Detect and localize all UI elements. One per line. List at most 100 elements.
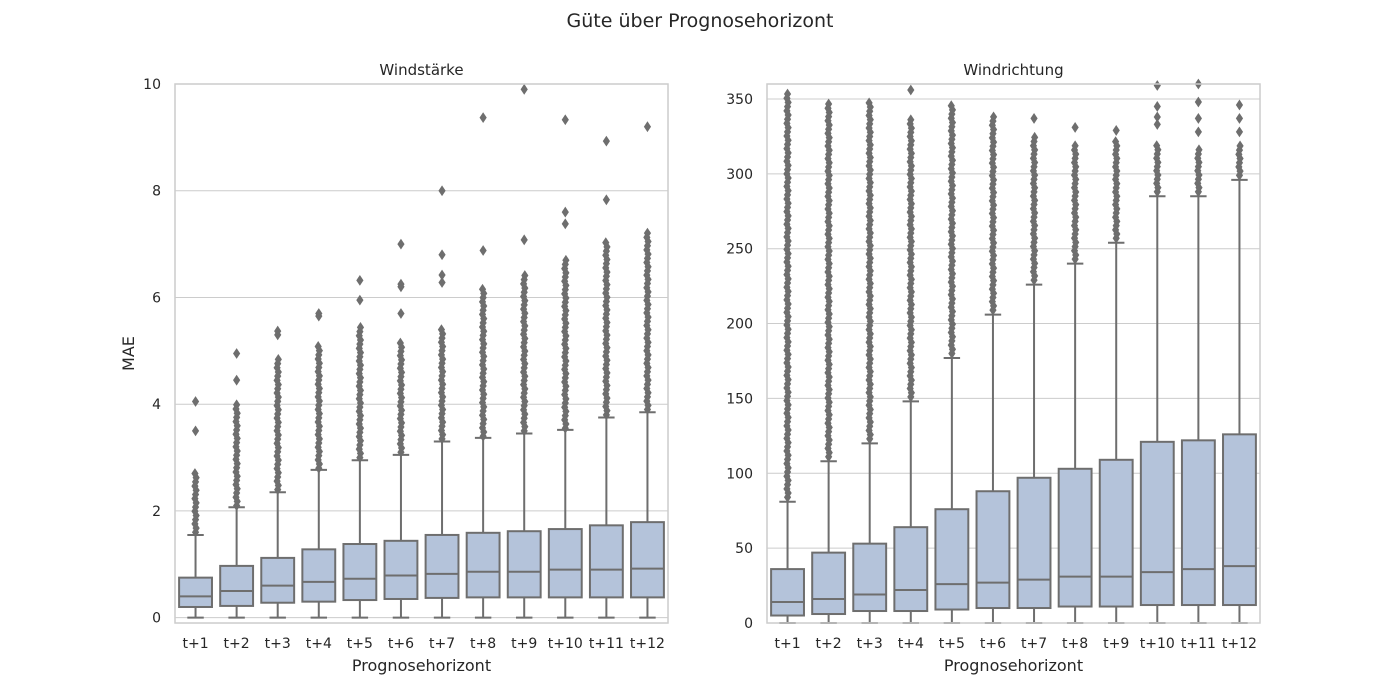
panel1-outlier-point xyxy=(644,273,652,285)
panel1-title: Windstärke xyxy=(379,61,463,79)
panel2-outlier-point xyxy=(989,224,998,236)
panel2-x-tick-label: t+4 xyxy=(898,636,924,652)
panel1-box xyxy=(424,533,460,599)
panel2-outlier-point xyxy=(866,278,874,289)
panel2-outlier-point xyxy=(1030,113,1038,124)
panel1-x-tick-label: t+9 xyxy=(511,636,537,652)
panel2-outlier-point xyxy=(1112,136,1120,148)
panel1-outlier-point xyxy=(356,321,365,333)
panel1-outlier-point xyxy=(644,399,652,411)
panel1-outlier-point xyxy=(480,426,488,438)
panel2-outlier-point xyxy=(1195,144,1203,156)
panel1-box xyxy=(506,530,542,599)
panel2-outlier-point xyxy=(1113,140,1121,152)
panel2-outlier-point xyxy=(866,404,874,415)
panel1-outlier-point xyxy=(480,300,488,312)
panel2-outlier-point xyxy=(947,100,955,112)
panel1-outlier-point xyxy=(644,248,652,260)
panel2-outlier-point xyxy=(1031,182,1039,194)
panel2-outlier-point xyxy=(866,189,874,201)
panel1-outlier-point xyxy=(397,341,406,353)
panel1-outlier-point xyxy=(644,261,652,273)
panel1-outlier-point xyxy=(480,363,488,375)
panel2-x-tick-label: t+11 xyxy=(1181,636,1216,652)
panel2-outlier-point xyxy=(1236,153,1244,164)
panel1-outlier-point xyxy=(603,266,611,278)
panel1-outlier-point xyxy=(233,483,241,495)
panel1-outlier-point xyxy=(603,392,611,404)
panel2-outlier-point xyxy=(1235,99,1244,111)
panel1-outlier-point xyxy=(521,333,529,344)
panel2-box xyxy=(893,526,929,613)
panel2-outlier-point xyxy=(866,265,874,277)
panel2-outlier-point xyxy=(866,126,874,138)
panel1-y-tick-label: 10 xyxy=(143,77,161,93)
panel2-outlier-point xyxy=(989,124,998,135)
panel1-outlier-point xyxy=(233,420,241,432)
panel2-y-tick-label: 350 xyxy=(726,92,753,108)
panel1-outlier-point xyxy=(397,238,405,250)
panel1-x-tick-label: t+1 xyxy=(182,636,208,652)
panel2-outlier-point xyxy=(907,374,915,386)
panel2-axes-frame xyxy=(766,83,1261,624)
panel2-outlier-point xyxy=(866,366,874,378)
panel1-box xyxy=(588,524,624,599)
panel1-box xyxy=(383,539,419,600)
panel1-outlier-point xyxy=(521,408,529,420)
panel2-outlier-point xyxy=(1235,113,1244,124)
panel2-outlier-point xyxy=(989,199,998,211)
panel2-outlier-point xyxy=(866,215,874,226)
panel2-outlier-point xyxy=(866,290,874,302)
panel2-outlier-point xyxy=(1113,203,1121,215)
panel2-outlier-point xyxy=(784,487,792,499)
panel2-outlier-point xyxy=(1112,125,1120,136)
panel2-outlier-point xyxy=(866,202,874,214)
panel2-outlier-point xyxy=(1236,140,1244,152)
panel2-outlier-point xyxy=(1031,245,1039,257)
panel1-outlier-point xyxy=(480,338,488,350)
panel1-outlier-point xyxy=(356,384,365,396)
panel1-outlier-point xyxy=(562,355,570,367)
panel2-box xyxy=(1057,467,1093,608)
panel1-outlier-point xyxy=(274,353,282,365)
panel1-outlier-point xyxy=(562,418,570,430)
panel2-box xyxy=(1180,439,1216,607)
panel2-outlier-point xyxy=(1113,153,1121,164)
panel2-outlier-point xyxy=(783,88,792,100)
panel2-outlier-point xyxy=(866,303,874,315)
panel1-outlier-point xyxy=(356,397,365,409)
panel2-outlier-point xyxy=(825,107,833,118)
panel1-outlier-point xyxy=(396,337,404,349)
panel1-outlier-point xyxy=(644,236,652,247)
panel2-outlier-point xyxy=(784,298,792,310)
panel1-outlier-point xyxy=(356,294,364,306)
panel2-outlier-point xyxy=(1113,178,1121,190)
panel2-outlier-point xyxy=(866,164,874,176)
panel2-title: Windrichtung xyxy=(963,61,1063,79)
panel2-outlier-point xyxy=(989,136,998,148)
panel2-outlier-point xyxy=(1236,165,1244,177)
panel2-outlier-point xyxy=(989,149,998,161)
panel2-x-tick-label: t+10 xyxy=(1140,636,1175,652)
panel2-outlier-point xyxy=(1153,80,1161,91)
panel2-outlier-point xyxy=(784,424,792,436)
panel2-outlier-point xyxy=(948,306,957,317)
panel1-outlier-point xyxy=(191,425,200,437)
panel2-x-tick-label: t+6 xyxy=(980,636,1006,652)
panel2-outlier-point xyxy=(1154,182,1162,193)
panel2-outlier-point xyxy=(784,386,792,398)
panel2-outlier-point xyxy=(989,300,998,312)
panel2-outlier-point xyxy=(1031,157,1039,168)
panel2-outlier-point xyxy=(825,359,833,370)
panel2-outlier-point xyxy=(784,134,792,146)
panel1-outlier-point xyxy=(521,358,529,370)
panel2-box xyxy=(1222,433,1257,607)
panel1-outlier-point xyxy=(274,325,282,337)
panel2-outlier-point xyxy=(989,262,998,274)
panel2-outlier-point xyxy=(1153,101,1161,112)
panel2-outlier-point xyxy=(866,391,874,403)
panel1-y-tick-label: 4 xyxy=(152,397,161,413)
panel1-outlier-point xyxy=(644,387,652,399)
panel1-outlier-point xyxy=(562,393,570,405)
